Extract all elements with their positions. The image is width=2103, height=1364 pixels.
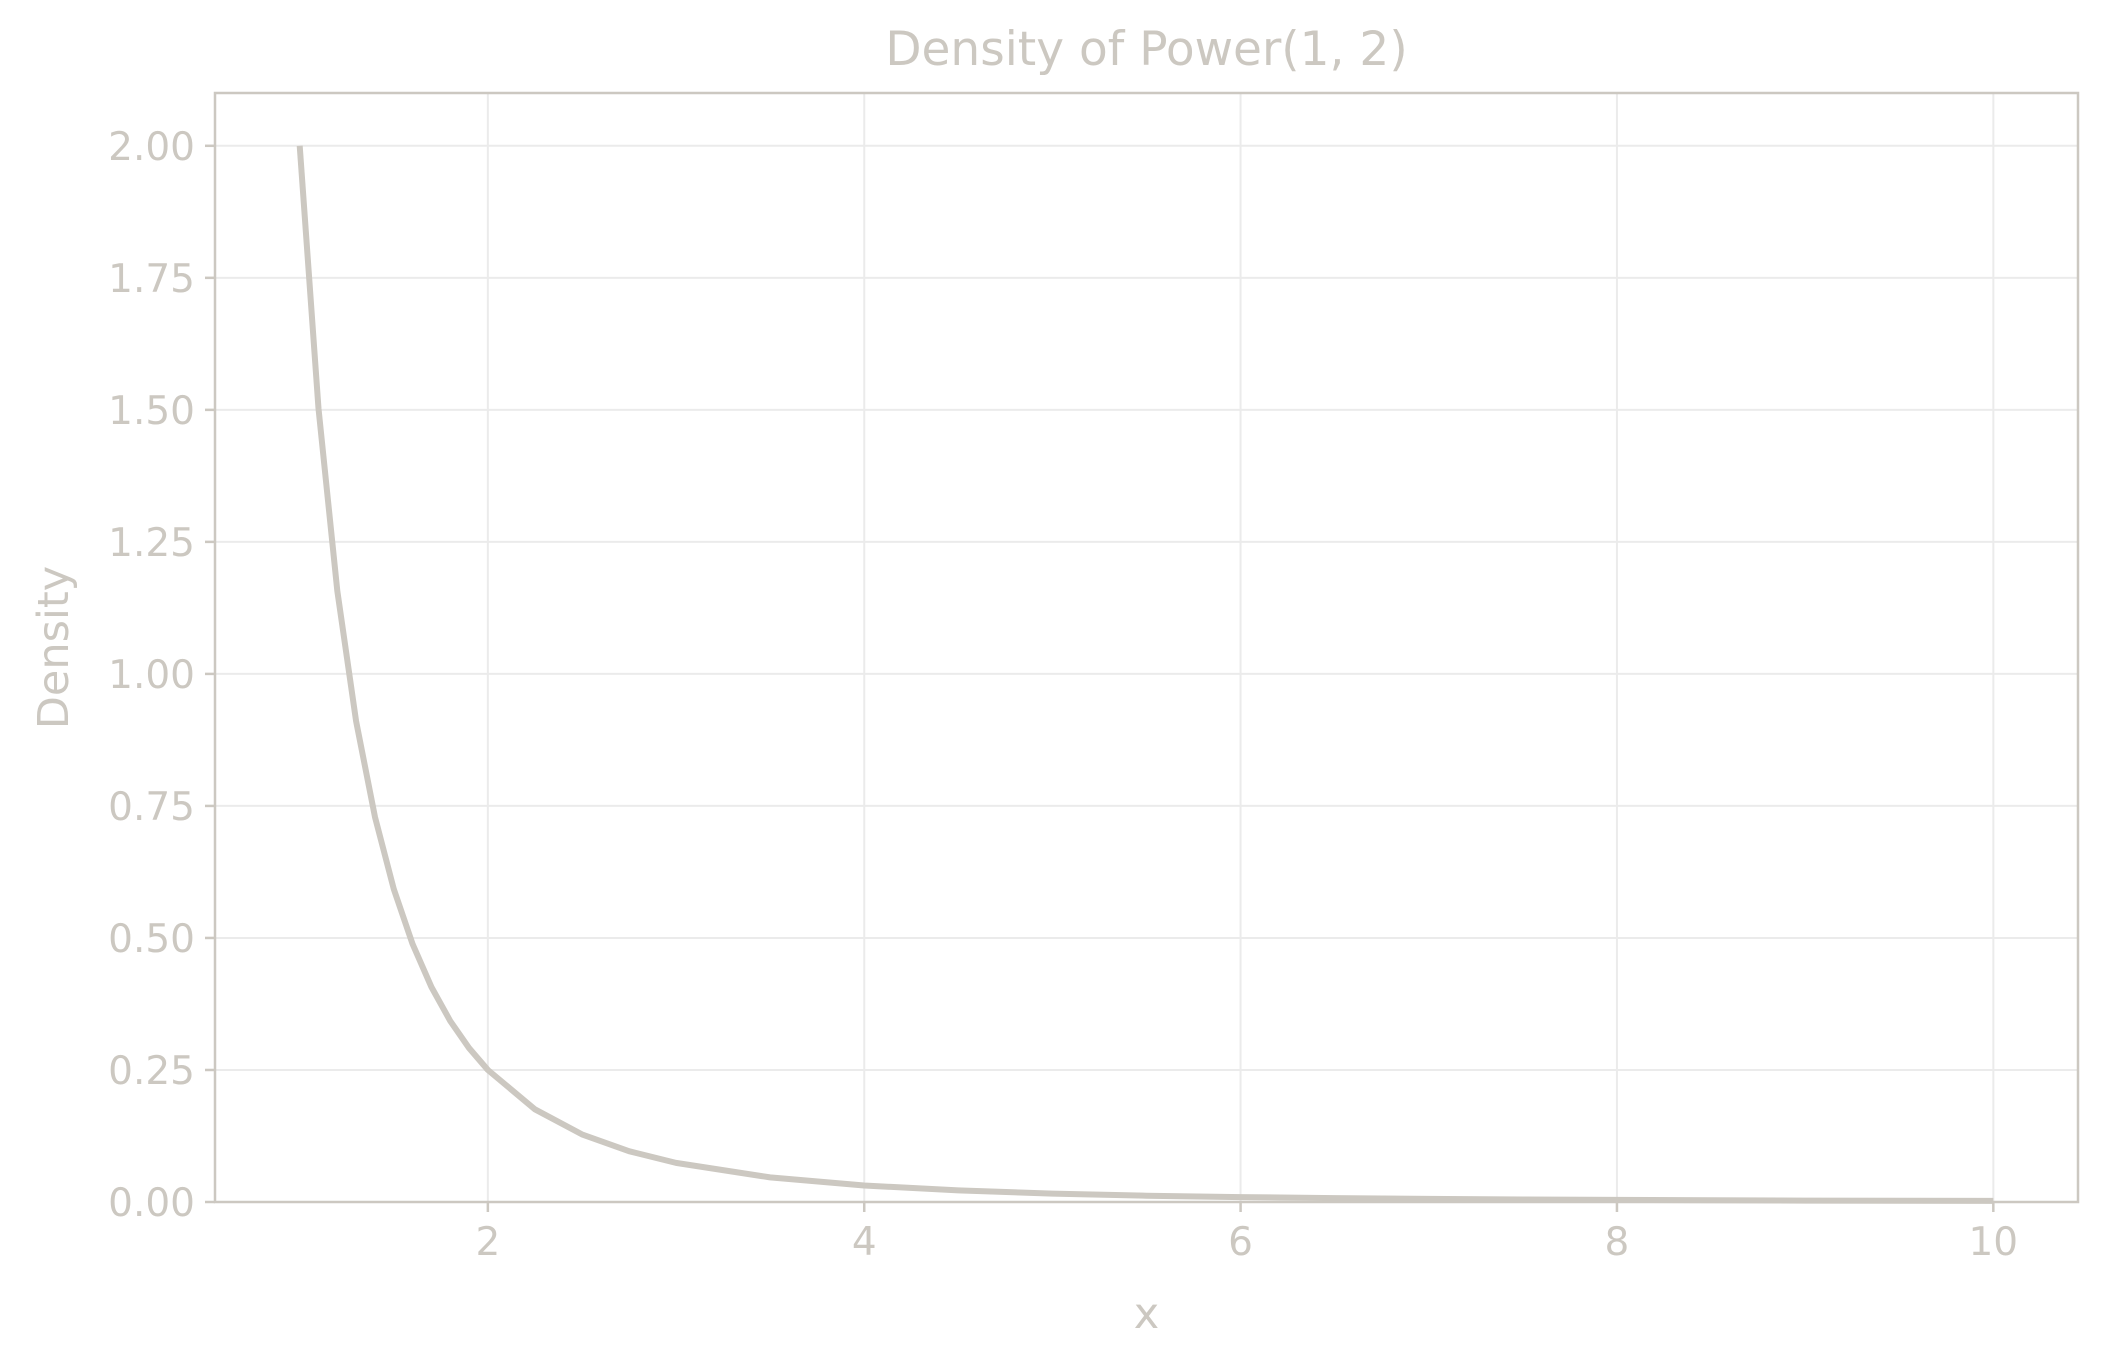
series-layer (296, 145, 1994, 1204)
y-tick-label: 1.50 (108, 389, 195, 434)
tick-layer: 2 4 6 8 10 0.00 0.25 0.50 0.75 1.00 1.25 1.50 1.75 2.… (108, 125, 2018, 1265)
x-tick-label: 10 (1968, 1220, 2018, 1265)
density-curve (296, 145, 1994, 1204)
y-tick-label: 2.00 (108, 125, 195, 170)
chart-title: Density of Power(1, 2) (885, 22, 1407, 77)
y-tick-label: 1.75 (108, 257, 195, 302)
x-tick-label: 2 (475, 1220, 500, 1265)
y-tick-label: 0.75 (108, 785, 195, 830)
x-tick-label: 6 (1228, 1220, 1253, 1265)
y-tick-label: 0.50 (108, 917, 195, 962)
x-tick-label: 8 (1605, 1220, 1630, 1265)
y-axis-label: Density (29, 566, 79, 729)
x-tick-label: 4 (852, 1220, 877, 1265)
y-tick-label: 0.00 (108, 1181, 195, 1226)
x-axis-label: x (1134, 1289, 1159, 1339)
y-tick-label: 1.25 (108, 521, 195, 566)
plot-frame (213, 91, 2080, 1204)
y-tick-label: 0.25 (108, 1049, 195, 1094)
y-tick-label: 1.00 (108, 653, 195, 698)
